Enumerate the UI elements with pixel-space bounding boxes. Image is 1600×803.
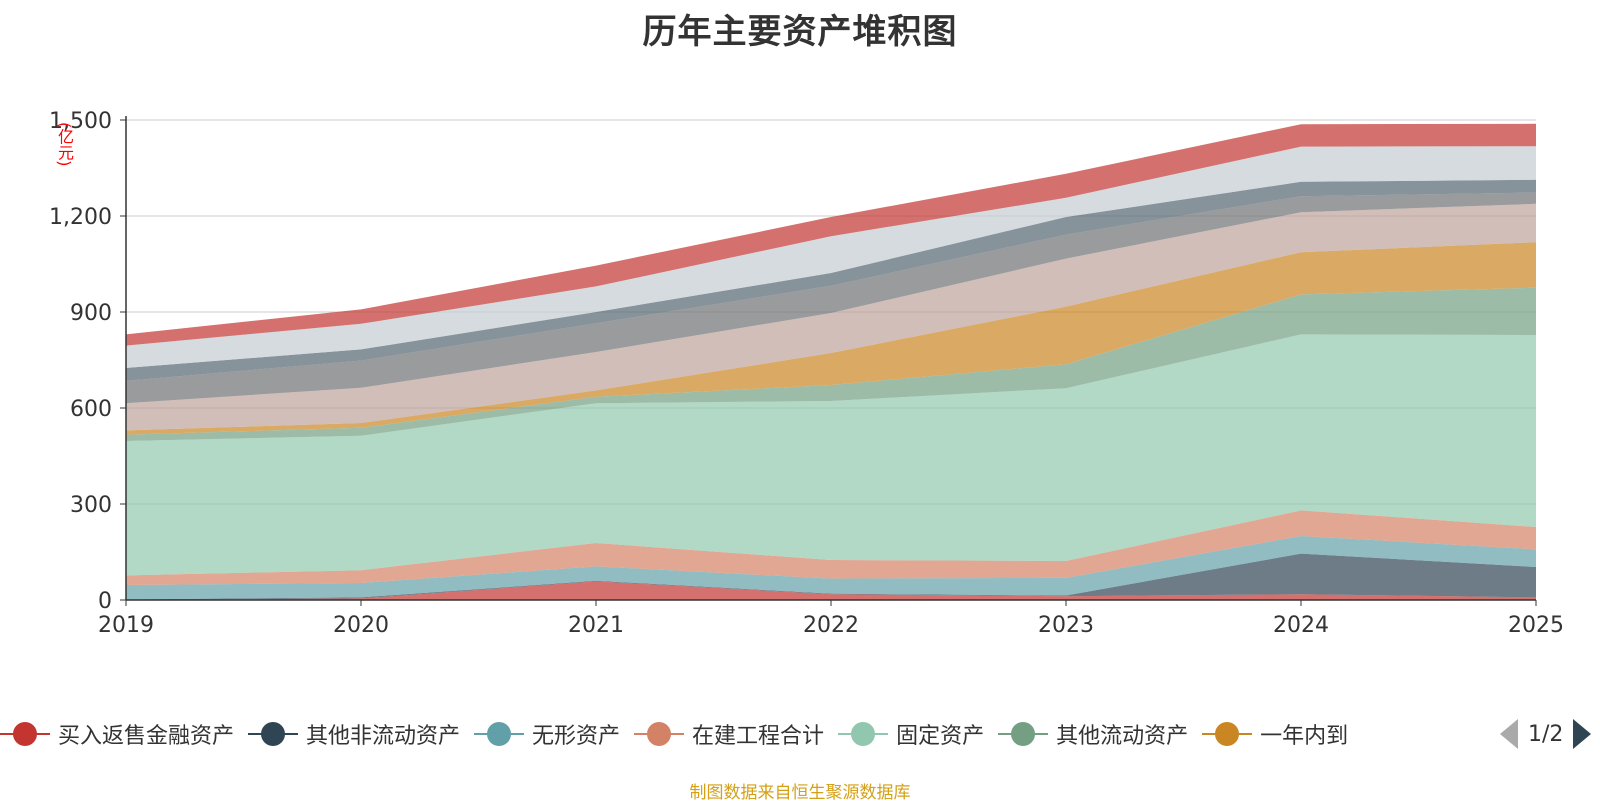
area-series-11	[126, 146, 1536, 368]
x-tick-label: 2020	[333, 613, 389, 638]
area-series-10	[126, 179, 1536, 381]
legend-item-maihui[interactable]: 买入返售金融资产	[0, 718, 234, 750]
x-tick-label: 2021	[568, 613, 624, 638]
stacked-area-chart: 0 300 600 900 1,200 1,500 2019 2020 2021 2022 2023…	[49, 109, 1564, 638]
area-series-8	[126, 203, 1536, 431]
legend-label: 固定资产	[896, 724, 985, 749]
legend-label: 无形资产	[532, 724, 621, 749]
legend-item-one-year[interactable]: 一年内到	[1202, 718, 1348, 750]
legend-label: 在建工程合计	[692, 724, 825, 749]
legend-pager: 1/2	[1500, 714, 1592, 754]
legend-marker-icon	[838, 722, 889, 746]
legend-marker-icon	[248, 722, 299, 746]
area-series-9	[126, 192, 1536, 404]
legend-prev-page-icon[interactable]	[1500, 719, 1518, 749]
legend-marker-icon	[474, 722, 525, 746]
y-tick-label: 1,200	[49, 205, 112, 230]
y-tick-label: 0	[98, 589, 112, 614]
area-series-5	[126, 334, 1536, 576]
area-series-7	[126, 242, 1536, 435]
area-series-4	[126, 510, 1536, 585]
x-tick-label: 2022	[803, 613, 859, 638]
chart-title: 历年主要资产堆积图	[642, 12, 958, 52]
legend-label: 其他非流动资产	[306, 724, 461, 749]
y-tick-label: 900	[70, 301, 112, 326]
legend: 买入返售金融资产 其他非流动资产 无形资产 在建工程合计 固定资产 其他流动资产…	[0, 714, 1600, 754]
x-tick-label: 2024	[1273, 613, 1329, 638]
legend-item-other-noncurrent[interactable]: 其他非流动资产	[248, 718, 460, 750]
legend-item-other-current[interactable]: 其他流动资产	[998, 718, 1188, 750]
legend-next-page-icon[interactable]	[1573, 719, 1592, 749]
legend-item-intangible[interactable]: 无形资产	[474, 718, 620, 750]
area-series-6	[126, 287, 1536, 441]
area-series-1	[126, 581, 1536, 600]
area-series-2	[126, 553, 1536, 600]
area-series-3	[126, 536, 1536, 600]
legend-label: 买入返售金融资产	[58, 724, 235, 749]
legend-item-fixed-assets[interactable]: 固定资产	[838, 718, 984, 750]
x-tick-label: 2023	[1038, 613, 1094, 638]
legend-marker-icon	[1202, 722, 1253, 746]
legend-label: 其他流动资产	[1056, 724, 1189, 749]
y-tick-label: 600	[70, 397, 112, 422]
legend-marker-icon	[0, 722, 50, 746]
y-tick-label: 1,500	[49, 109, 112, 134]
y-tick-label: 300	[70, 493, 112, 518]
legend-page-indicator: 1/2	[1528, 721, 1564, 747]
legend-marker-icon	[998, 722, 1049, 746]
legend-item-construction[interactable]: 在建工程合计	[634, 718, 824, 750]
source-note: 制图数据来自恒生聚源数据库	[689, 783, 911, 803]
legend-marker-icon	[634, 722, 685, 746]
legend-label: 一年内到	[1260, 724, 1349, 749]
x-tick-label: 2019	[98, 613, 154, 638]
area-series-12	[126, 123, 1536, 346]
x-tick-label: 2025	[1508, 613, 1564, 638]
y-axis-unit-label: (亿元)	[55, 122, 74, 167]
